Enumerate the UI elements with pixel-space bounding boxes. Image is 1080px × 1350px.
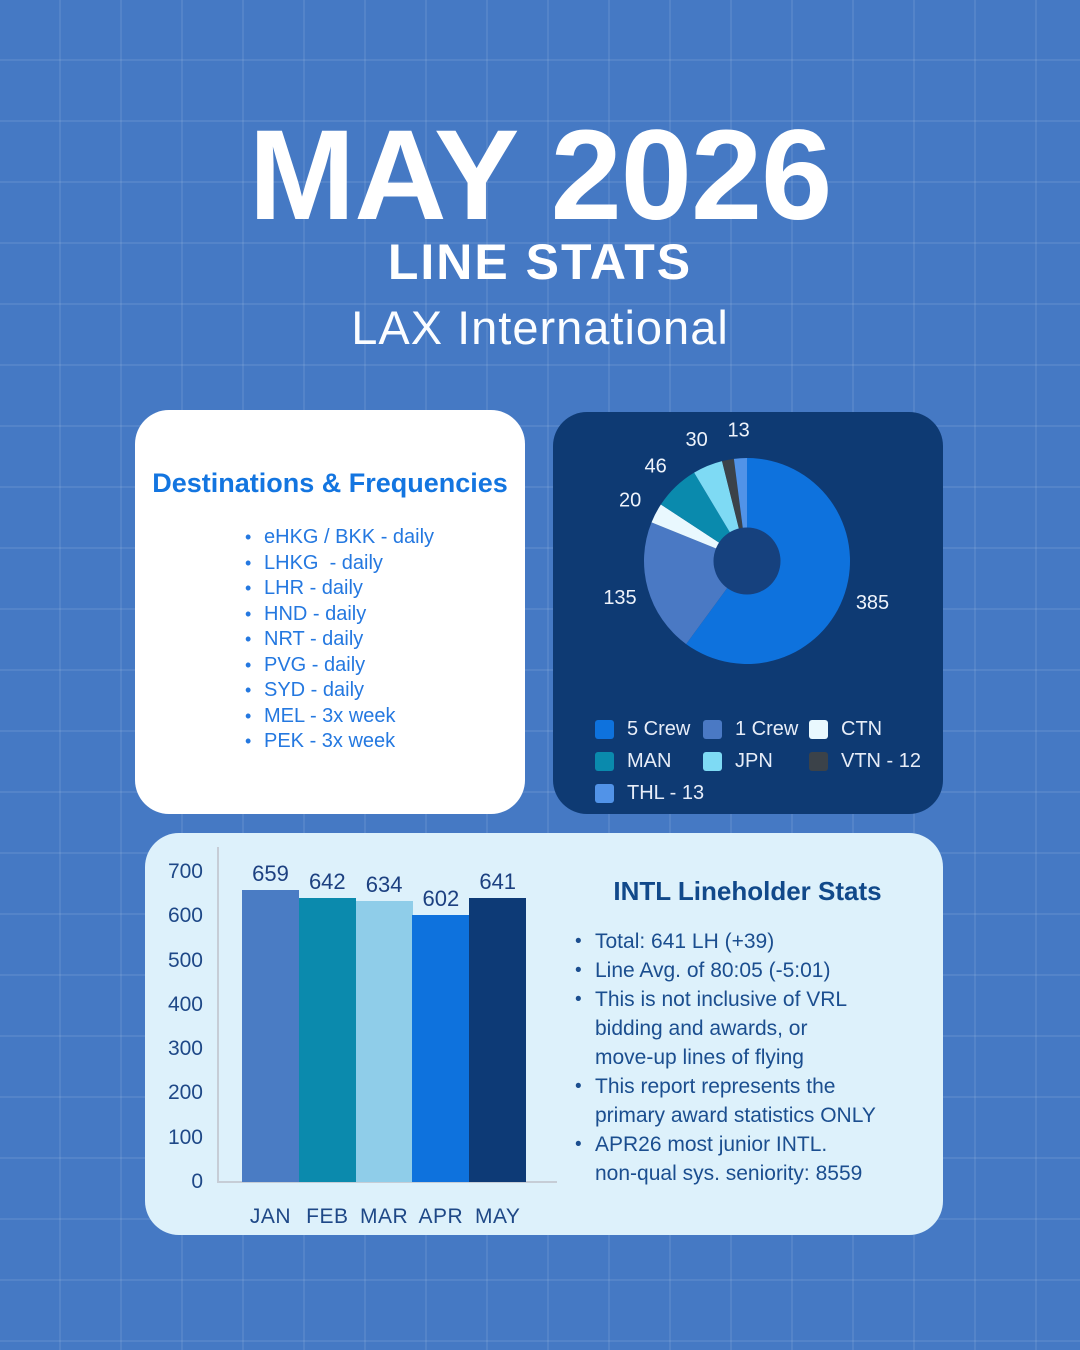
- pie-value-label: 13: [727, 419, 749, 441]
- bar-value-label: 634: [365, 872, 403, 898]
- stats-bullet: This report represents the primary award…: [573, 1072, 918, 1130]
- legend-item-5-crew: 5 Crew: [595, 718, 703, 740]
- base-label: LAX International: [351, 301, 729, 354]
- pie-value-label: 30: [685, 429, 707, 451]
- pie-slice-5-crew: [686, 458, 850, 664]
- x-tick-label: MAR: [360, 1205, 409, 1228]
- legend-swatch: [809, 752, 828, 771]
- y-tick-label: 600: [167, 904, 203, 928]
- legend-label: 1 Crew: [735, 718, 799, 740]
- destination-item: PEK - 3x week: [245, 729, 434, 755]
- legend-swatch: [703, 752, 722, 771]
- destinations-card: Destinations & Frequencies eHKG / BKK - …: [135, 410, 525, 814]
- destination-item: HND - daily: [245, 602, 434, 628]
- destination-item: eHKG / BKK - daily: [245, 525, 434, 551]
- pie-value-label: 385: [856, 592, 889, 614]
- destination-item: SYD - daily: [245, 678, 434, 704]
- pie-slice-ctn: [651, 504, 720, 549]
- stats-bullet: APR26 most junior INTL. non-qual sys. se…: [573, 1130, 918, 1188]
- legend-label: VTN - 12: [841, 750, 922, 772]
- lineholder-stats-card: 0 100 200 300 400 500 600 700 659 JAN 642 FEB 634 MAR…: [145, 833, 943, 1235]
- legend-label: THL - 13: [627, 782, 705, 804]
- legend-label: MAN: [627, 750, 672, 772]
- stats-bullet: Total: 641 LH (+39): [573, 927, 918, 956]
- bar-jan: [242, 890, 300, 1182]
- destination-item: LHR - daily: [245, 576, 434, 602]
- pie-value-label: 46: [644, 456, 666, 478]
- y-tick-label: 100: [167, 1125, 203, 1149]
- destinations-list: eHKG / BKK - dailyLHKG - dailyLHR - dail…: [245, 525, 434, 755]
- lineholder-bar-chart: 0 100 200 300 400 500 600 700 659 JAN 642 FEB 634 MAR…: [145, 833, 705, 1235]
- bar-value-label: 602: [422, 886, 460, 912]
- pie-slice-man: [660, 472, 731, 543]
- x-tick-label: MAY: [474, 1205, 521, 1228]
- bar-feb: [298, 897, 356, 1182]
- pie-value-label: 135: [603, 587, 636, 609]
- legend-label: 5 Crew: [627, 718, 691, 740]
- legend-swatch: [595, 784, 614, 803]
- lineholder-stats-block: INTL Lineholder Stats Total: 641 LH (+39…: [570, 876, 925, 1185]
- legend-item-1-crew: 1 Crew: [703, 718, 809, 740]
- bar-mar: [355, 901, 413, 1182]
- pie-slice-thl-13: [733, 458, 747, 529]
- y-tick-label: 0: [191, 1170, 203, 1193]
- legend-item-jpn: JPN: [703, 750, 809, 772]
- legend-label: CTN: [841, 718, 883, 740]
- x-tick-label: FEB: [306, 1205, 349, 1228]
- legend-swatch: [703, 720, 722, 739]
- y-axis-line: [217, 847, 219, 1183]
- y-tick-label: 200: [167, 1081, 203, 1105]
- destination-item: LHKG - daily: [245, 551, 434, 577]
- y-tick-label: 500: [167, 948, 203, 972]
- pie-slice-1-crew: [643, 522, 728, 645]
- pie-legend: 5 Crew 1 Crew CTN MAN JPN VTN - 12 THL - 13: [595, 718, 925, 804]
- bar-value-label: 642: [308, 868, 346, 894]
- destination-item: PVG - daily: [245, 653, 434, 679]
- y-tick-label: 300: [167, 1037, 203, 1061]
- stats-title: INTL Lineholder Stats: [613, 876, 882, 906]
- legend-swatch: [595, 752, 614, 771]
- bar-apr: [412, 915, 470, 1182]
- page-title: MAY 2026: [248, 104, 833, 247]
- page-subtitle: LINE STATS: [387, 234, 693, 290]
- crew-pie-card: 385 135 20 46 30 13 5 Crew 1 Crew CTN MAN JPN VTN …: [553, 412, 943, 814]
- pie-slice-jpn: [694, 461, 739, 533]
- x-tick-label: APR: [418, 1205, 464, 1228]
- bar-value-label: 659: [252, 861, 289, 887]
- y-tick-label: 700: [167, 860, 203, 883]
- legend-item-thl-13: THL - 13: [595, 782, 705, 804]
- bar-may: [469, 898, 527, 1182]
- legend-swatch: [809, 720, 828, 739]
- bar-value-label: 641: [479, 869, 517, 895]
- y-tick-label: 400: [167, 992, 203, 1016]
- donut-hole: [713, 527, 781, 595]
- x-tick-label: JAN: [249, 1205, 292, 1228]
- legend-label: JPN: [735, 750, 773, 772]
- legend-item-vtn-12: VTN - 12: [809, 750, 925, 772]
- pie-value-label: 20: [619, 490, 641, 512]
- pie-slice-vtn-12: [722, 458, 743, 529]
- x-axis-line: [217, 1181, 557, 1183]
- destination-item: NRT - daily: [245, 627, 434, 653]
- stats-bullet: This is not inclusive of VRL bidding and…: [573, 985, 918, 1072]
- stats-list: Total: 641 LH (+39)Line Avg. of 80:05 (-…: [573, 927, 918, 1188]
- legend-swatch: [595, 720, 614, 739]
- destination-item: MEL - 3x week: [245, 704, 434, 730]
- stats-bullet: Line Avg. of 80:05 (-5:01): [573, 956, 918, 985]
- destinations-title: Destinations & Frequencies: [152, 468, 508, 498]
- legend-item-man: MAN: [595, 750, 703, 772]
- legend-item-ctn: CTN: [809, 718, 925, 740]
